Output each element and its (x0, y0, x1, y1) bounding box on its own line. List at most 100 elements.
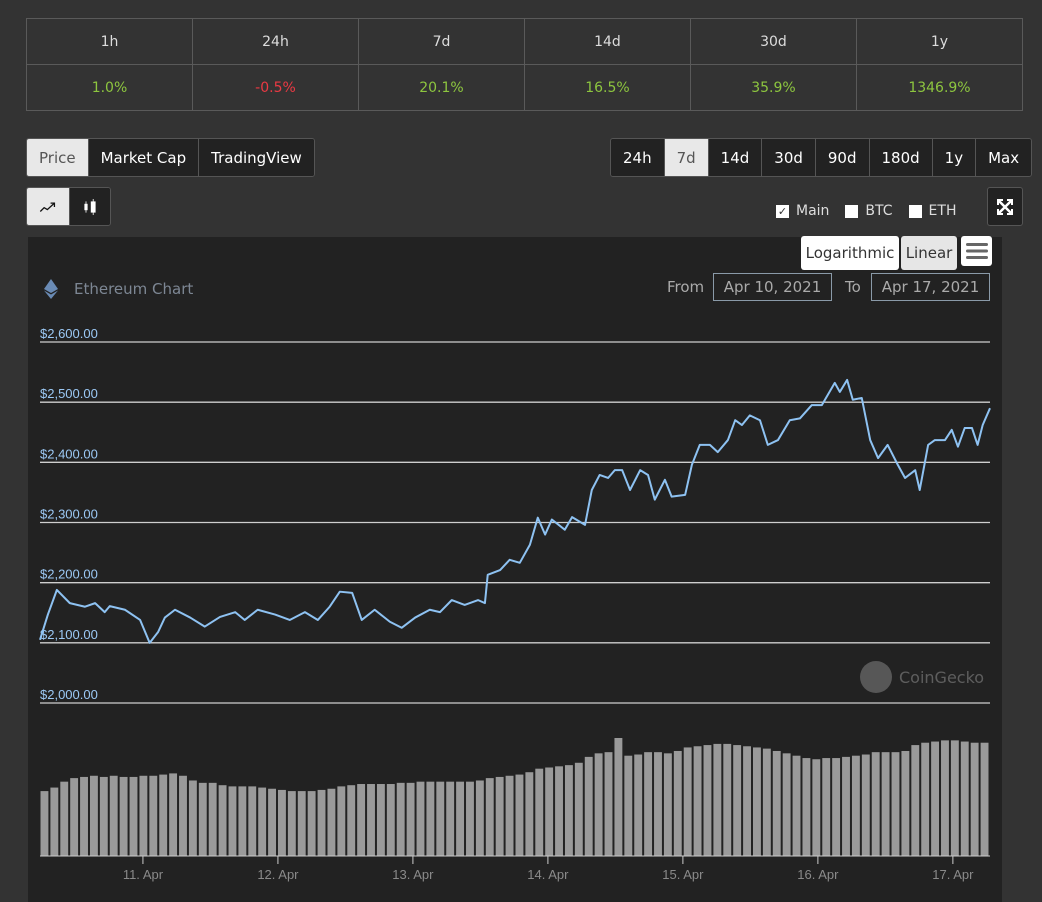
volume-bar (228, 786, 237, 856)
volume-bar (248, 786, 257, 856)
volume-bar (129, 776, 138, 856)
volume-bar (50, 787, 59, 856)
tab-market-cap[interactable]: Market Cap (87, 139, 199, 176)
volume-bar (149, 775, 158, 856)
chart-title-text: Ethereum Chart (74, 280, 194, 298)
volume-bar (179, 775, 187, 856)
volume-bar (832, 758, 841, 856)
from-date-input[interactable]: Apr 10, 2021 (713, 273, 832, 301)
chart-type-selector (26, 187, 111, 226)
volume-bar (683, 747, 692, 856)
volume-bar (485, 778, 494, 856)
volume-bar (663, 753, 672, 856)
volume-bar (307, 791, 316, 856)
volume-bar (347, 785, 356, 856)
volume-bar (386, 784, 395, 856)
volume-bar (842, 756, 850, 856)
volume-bar (871, 752, 880, 856)
checkbox-empty-icon (845, 204, 859, 218)
volume-bar (268, 788, 276, 856)
range-30d[interactable]: 30d (761, 139, 815, 176)
range-24h[interactable]: 24h (611, 139, 664, 176)
volume-bar (931, 741, 940, 856)
volume-bar (574, 762, 583, 856)
x-tick-label: 13. Apr (392, 867, 434, 882)
linear-button[interactable]: Linear (901, 236, 957, 270)
volume-bar (258, 787, 267, 856)
volume-bar (584, 756, 593, 856)
line-chart-icon (39, 202, 56, 212)
volume-bar (634, 754, 643, 856)
compare-eth-checkbox[interactable]: ETH (908, 203, 957, 219)
volume-bar (60, 781, 69, 856)
volume-bar (614, 738, 623, 856)
volume-bar (40, 791, 49, 856)
time-range-selector: 24h 7d 14d 30d 90d 180d 1y Max (610, 138, 1033, 177)
range-14d[interactable]: 14d (707, 139, 762, 176)
period-header-14d: 14d (523, 18, 691, 65)
tab-price[interactable]: Price (27, 139, 88, 176)
volume-bar (475, 780, 484, 856)
volume-bar (604, 752, 613, 856)
range-7d[interactable]: 7d (663, 139, 708, 176)
x-tick-label: 16. Apr (797, 867, 839, 882)
volume-bar (367, 784, 375, 856)
volume-bar (891, 752, 900, 856)
range-180d[interactable]: 180d (868, 139, 932, 176)
volume-bar (723, 743, 732, 856)
volume-bar (436, 781, 445, 856)
range-1y[interactable]: 1y (931, 139, 976, 176)
volume-bar (446, 781, 455, 856)
compare-btc-checkbox[interactable]: BTC (845, 203, 893, 219)
volume-bar (802, 758, 811, 856)
volume-bar (911, 745, 920, 856)
volume-bar (70, 778, 79, 856)
volume-bar (505, 775, 514, 856)
period-change-30d: 35.9% (689, 64, 857, 111)
volume-bar (515, 774, 524, 856)
logarithmic-button[interactable]: Logarithmic (801, 236, 899, 270)
to-date-input[interactable]: Apr 17, 2021 (871, 273, 990, 301)
volume-bar (376, 784, 385, 856)
volume-bar (357, 784, 366, 856)
volume-bar (921, 742, 930, 856)
volume-bar (703, 745, 712, 856)
volume-bar (970, 742, 979, 856)
volume-bar (139, 775, 148, 856)
x-tick-label: 15. Apr (662, 867, 704, 882)
volume-bar (851, 755, 860, 856)
volume-bar (950, 740, 959, 856)
volume-bar (426, 781, 435, 856)
volume-bar (456, 781, 465, 856)
compare-options: ✓ Main BTC ETH (760, 203, 956, 219)
x-tick-label: 12. Apr (257, 867, 299, 882)
volume-bar (495, 776, 504, 856)
volume-bar (594, 753, 603, 856)
line-chart-button[interactable] (27, 188, 69, 225)
volume-bar (941, 740, 949, 856)
candlestick-button[interactable] (69, 188, 110, 225)
fullscreen-button[interactable] (987, 187, 1023, 226)
chart-title: Ethereum Chart (44, 279, 193, 299)
chart-menu-button[interactable] (961, 236, 992, 266)
compare-eth-label: ETH (928, 203, 957, 219)
price-line (39, 378, 991, 644)
compare-main-checkbox[interactable]: ✓ Main (776, 203, 829, 219)
range-Max[interactable]: Max (975, 139, 1032, 176)
coingecko-logo-icon (860, 661, 892, 693)
volume-bar (278, 789, 286, 856)
volume-bar (555, 766, 563, 856)
range-90d[interactable]: 90d (814, 139, 869, 176)
volume-bar (396, 782, 405, 856)
period-header-24h: 24h (191, 18, 359, 65)
volume-bar (782, 753, 791, 856)
x-tick-label: 11. Apr (123, 867, 164, 882)
to-label: To (845, 278, 861, 296)
ethereum-icon (44, 279, 58, 299)
volume-bar (673, 750, 682, 856)
tab-tradingview[interactable]: TradingView (198, 139, 314, 176)
period-change-1h: 1.0% (26, 64, 193, 111)
period-header-1h: 1h (26, 18, 193, 65)
volume-bar (713, 743, 722, 856)
